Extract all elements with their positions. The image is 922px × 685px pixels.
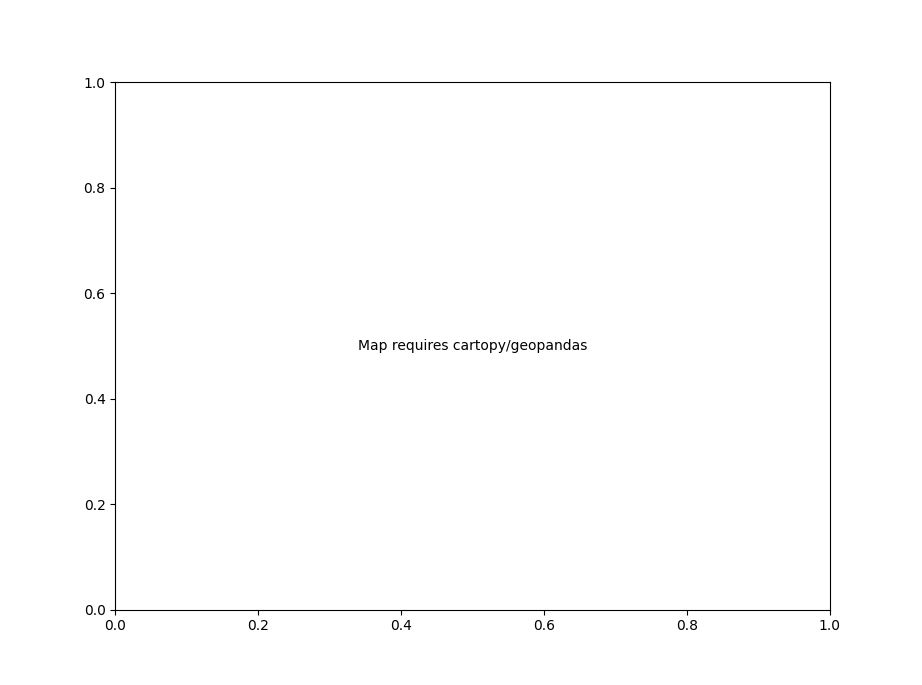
Text: Map requires cartopy/geopandas: Map requires cartopy/geopandas xyxy=(358,339,587,353)
